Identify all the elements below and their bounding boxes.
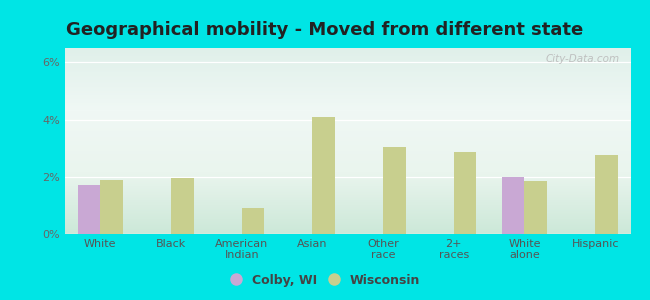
Legend: Colby, WI, Wisconsin: Colby, WI, Wisconsin <box>226 270 424 291</box>
Bar <box>502 177 525 234</box>
Bar <box>242 208 265 234</box>
Text: City-Data.com: City-Data.com <box>545 54 619 64</box>
Bar <box>171 178 194 234</box>
Bar <box>313 117 335 234</box>
Bar <box>525 181 547 234</box>
Bar <box>100 180 123 234</box>
Bar <box>383 147 406 234</box>
Bar <box>595 155 617 234</box>
Bar <box>78 185 100 234</box>
Text: Geographical mobility - Moved from different state: Geographical mobility - Moved from diffe… <box>66 21 584 39</box>
Bar <box>454 152 476 234</box>
